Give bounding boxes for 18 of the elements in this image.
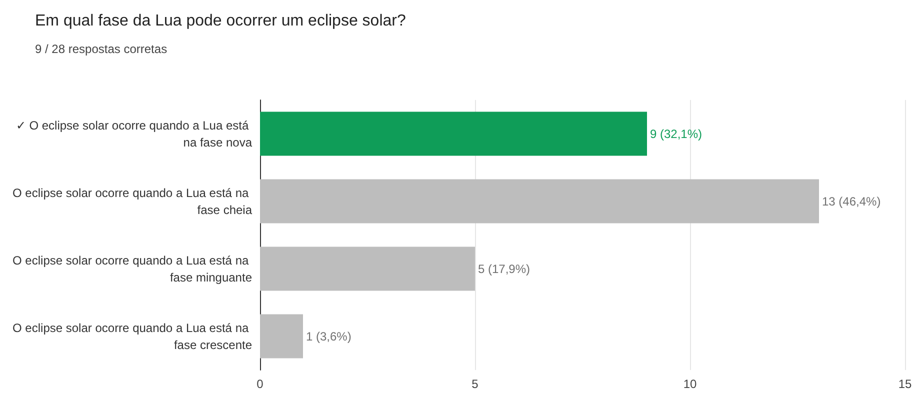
data-label: 13 (46,4%) [822, 194, 881, 208]
data-label: 5 (17,9%) [478, 262, 530, 276]
x-tick-label: 10 [683, 377, 697, 391]
y-tick-label: ✓ O eclipse solar ocorre quando a Lua está na fase nova [16, 118, 252, 150]
text: 9 / 28 respostas corretas [35, 42, 168, 56]
bar [260, 112, 647, 156]
data-label: 9 (32,1%) [650, 126, 702, 141]
data-label: 1 (3,6%) [306, 329, 352, 344]
bar [260, 314, 303, 358]
chart-title: Em qual fase da Lua pode ocorrer um eclipse solar? [35, 12, 406, 30]
bar [260, 246, 475, 291]
y-tick-label: O eclipse solar ocorre quando a Lua está na fase cheia [12, 186, 252, 217]
y-tick-label: O eclipse solar ocorre quando a Lua está na fase crescente [12, 320, 252, 352]
y-tick-label: O eclipse solar ocorre quando a Lua está na fase minguante [12, 253, 252, 284]
x-tick-label: 5 [472, 377, 479, 391]
bar [260, 179, 819, 224]
x-tick-label: 0 [256, 377, 264, 391]
x-tick-label: 15 [898, 377, 912, 391]
